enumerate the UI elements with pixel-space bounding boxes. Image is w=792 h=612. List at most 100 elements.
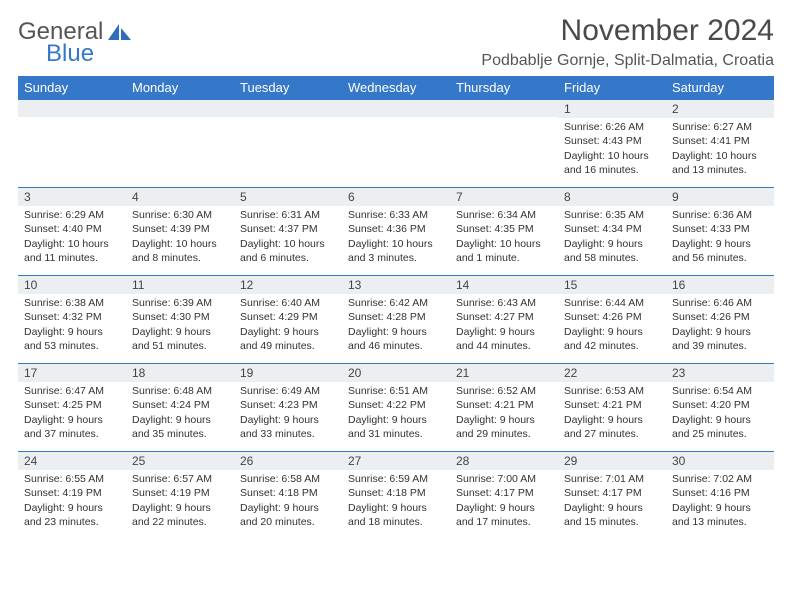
day-line-d2: and 22 minutes. [132,515,228,529]
day-details: Sunrise: 6:48 AMSunset: 4:24 PMDaylight:… [126,382,234,445]
day-details: Sunrise: 6:27 AMSunset: 4:41 PMDaylight:… [666,118,774,181]
day-line-sr: Sunrise: 6:35 AM [564,208,660,222]
day-line-d1: Daylight: 9 hours [456,501,552,515]
sail-icon [107,22,133,42]
weekday-header: Sunday [18,76,126,99]
day-line-sr: Sunrise: 6:54 AM [672,384,768,398]
day-line-d1: Daylight: 9 hours [348,325,444,339]
day-details: Sunrise: 6:29 AMSunset: 4:40 PMDaylight:… [18,206,126,269]
day-line-d1: Daylight: 9 hours [564,237,660,251]
weekday-header: Monday [126,76,234,99]
day-number: 5 [234,187,342,206]
day-line-d1: Daylight: 9 hours [348,413,444,427]
day-number: 17 [18,363,126,382]
day-line-d1: Daylight: 10 hours [672,149,768,163]
day-line-d2: and 18 minutes. [348,515,444,529]
day-line-ss: Sunset: 4:19 PM [24,486,120,500]
day-details: Sunrise: 6:57 AMSunset: 4:19 PMDaylight:… [126,470,234,533]
calendar-cell: 13Sunrise: 6:42 AMSunset: 4:28 PMDayligh… [342,275,450,363]
day-line-d1: Daylight: 9 hours [564,325,660,339]
calendar-cell: 15Sunrise: 6:44 AMSunset: 4:26 PMDayligh… [558,275,666,363]
day-details: Sunrise: 6:47 AMSunset: 4:25 PMDaylight:… [18,382,126,445]
day-line-sr: Sunrise: 6:47 AM [24,384,120,398]
day-number: 14 [450,275,558,294]
day-line-d2: and 20 minutes. [240,515,336,529]
calendar-cell [342,99,450,187]
weekday-header-row: SundayMondayTuesdayWednesdayThursdayFrid… [18,76,774,99]
day-details: Sunrise: 7:02 AMSunset: 4:16 PMDaylight:… [666,470,774,533]
calendar-cell: 19Sunrise: 6:49 AMSunset: 4:23 PMDayligh… [234,363,342,451]
day-details: Sunrise: 6:34 AMSunset: 4:35 PMDaylight:… [450,206,558,269]
day-line-sr: Sunrise: 6:30 AM [132,208,228,222]
day-line-d2: and 15 minutes. [564,515,660,529]
day-line-sr: Sunrise: 7:02 AM [672,472,768,486]
calendar-cell: 2Sunrise: 6:27 AMSunset: 4:41 PMDaylight… [666,99,774,187]
day-line-sr: Sunrise: 6:36 AM [672,208,768,222]
day-line-sr: Sunrise: 6:42 AM [348,296,444,310]
calendar-cell: 1Sunrise: 6:26 AMSunset: 4:43 PMDaylight… [558,99,666,187]
day-details: Sunrise: 6:31 AMSunset: 4:37 PMDaylight:… [234,206,342,269]
day-line-d2: and 44 minutes. [456,339,552,353]
day-number: 27 [342,451,450,470]
day-line-ss: Sunset: 4:26 PM [672,310,768,324]
day-line-d1: Daylight: 9 hours [672,237,768,251]
day-line-d1: Daylight: 9 hours [672,325,768,339]
day-line-sr: Sunrise: 6:55 AM [24,472,120,486]
day-line-ss: Sunset: 4:43 PM [564,134,660,148]
calendar-table: SundayMondayTuesdayWednesdayThursdayFrid… [18,76,774,539]
day-details: Sunrise: 6:30 AMSunset: 4:39 PMDaylight:… [126,206,234,269]
day-line-ss: Sunset: 4:18 PM [240,486,336,500]
calendar-cell: 28Sunrise: 7:00 AMSunset: 4:17 PMDayligh… [450,451,558,539]
calendar-cell [234,99,342,187]
day-line-sr: Sunrise: 6:46 AM [672,296,768,310]
empty-day-band [450,99,558,117]
day-line-sr: Sunrise: 6:39 AM [132,296,228,310]
calendar-cell: 5Sunrise: 6:31 AMSunset: 4:37 PMDaylight… [234,187,342,275]
day-line-ss: Sunset: 4:40 PM [24,222,120,236]
calendar-cell [18,99,126,187]
day-line-sr: Sunrise: 6:53 AM [564,384,660,398]
day-line-sr: Sunrise: 7:01 AM [564,472,660,486]
calendar-cell: 26Sunrise: 6:58 AMSunset: 4:18 PMDayligh… [234,451,342,539]
location: Podbablje Gornje, Split-Dalmatia, Croati… [481,52,774,70]
day-line-d2: and 53 minutes. [24,339,120,353]
header: General Blue November 2024 Podbablje Gor… [18,14,774,70]
day-line-d1: Daylight: 9 hours [564,413,660,427]
calendar-cell: 18Sunrise: 6:48 AMSunset: 4:24 PMDayligh… [126,363,234,451]
day-line-sr: Sunrise: 6:29 AM [24,208,120,222]
day-line-d1: Daylight: 9 hours [240,325,336,339]
day-line-d2: and 25 minutes. [672,427,768,441]
day-line-d2: and 16 minutes. [564,163,660,177]
empty-day-band [234,99,342,117]
day-line-ss: Sunset: 4:37 PM [240,222,336,236]
day-line-ss: Sunset: 4:20 PM [672,398,768,412]
day-line-d1: Daylight: 10 hours [24,237,120,251]
day-line-d2: and 27 minutes. [564,427,660,441]
day-line-ss: Sunset: 4:21 PM [564,398,660,412]
day-number: 6 [342,187,450,206]
calendar-cell [126,99,234,187]
day-details: Sunrise: 6:40 AMSunset: 4:29 PMDaylight:… [234,294,342,357]
day-number: 25 [126,451,234,470]
calendar-cell: 7Sunrise: 6:34 AMSunset: 4:35 PMDaylight… [450,187,558,275]
day-number: 26 [234,451,342,470]
day-line-ss: Sunset: 4:36 PM [348,222,444,236]
calendar-cell: 25Sunrise: 6:57 AMSunset: 4:19 PMDayligh… [126,451,234,539]
calendar-cell: 3Sunrise: 6:29 AMSunset: 4:40 PMDaylight… [18,187,126,275]
day-line-d2: and 37 minutes. [24,427,120,441]
day-line-d2: and 56 minutes. [672,251,768,265]
day-line-d1: Daylight: 10 hours [456,237,552,251]
day-number: 20 [342,363,450,382]
day-line-sr: Sunrise: 6:51 AM [348,384,444,398]
logo-text-blue: Blue [46,42,133,66]
day-details: Sunrise: 7:00 AMSunset: 4:17 PMDaylight:… [450,470,558,533]
day-line-d1: Daylight: 10 hours [132,237,228,251]
day-number: 23 [666,363,774,382]
calendar-cell: 22Sunrise: 6:53 AMSunset: 4:21 PMDayligh… [558,363,666,451]
day-number: 15 [558,275,666,294]
day-line-ss: Sunset: 4:17 PM [564,486,660,500]
day-number: 3 [18,187,126,206]
day-line-d1: Daylight: 10 hours [348,237,444,251]
calendar-cell: 14Sunrise: 6:43 AMSunset: 4:27 PMDayligh… [450,275,558,363]
day-line-d1: Daylight: 10 hours [240,237,336,251]
